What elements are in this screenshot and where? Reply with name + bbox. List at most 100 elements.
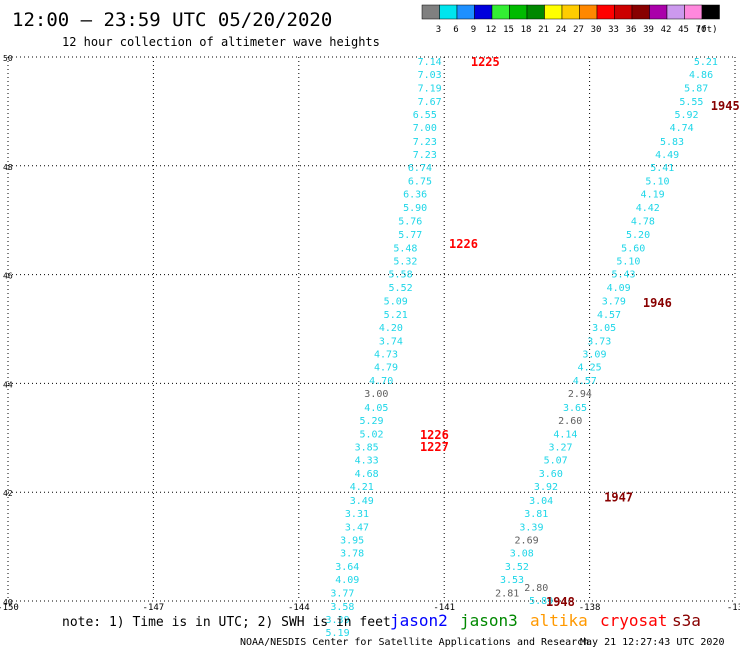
legend-swatch xyxy=(596,4,615,20)
swh-value: 3.27 xyxy=(548,443,572,454)
swh-value: 3.73 xyxy=(587,336,611,347)
swh-value: 7.19 xyxy=(418,83,442,94)
swh-value: 5.10 xyxy=(645,176,669,187)
y-tick-label: 48 xyxy=(3,163,13,172)
x-tick-label: -138 xyxy=(579,603,601,613)
swh-value: 5.10 xyxy=(616,256,640,267)
time-label: 1226 xyxy=(449,237,478,251)
swh-value: 5.43 xyxy=(611,270,635,281)
legend-swatch xyxy=(544,4,563,20)
swh-value: 3.95 xyxy=(340,536,364,547)
swh-value: 4.20 xyxy=(379,323,403,334)
chart-subtitle: 12 hour collection of altimeter wave hei… xyxy=(62,35,380,49)
x-tick-label: -13 xyxy=(727,603,740,613)
legend-swatch xyxy=(474,4,493,20)
legend-swatch xyxy=(579,4,598,20)
satellite-legend: jason2 jason3 altika cryosat s3a xyxy=(390,611,701,630)
time-label: 1225 xyxy=(471,55,500,69)
swh-value: 4.79 xyxy=(374,363,398,374)
legend-label: 70 xyxy=(696,25,707,35)
swh-value: 3.81 xyxy=(524,509,548,520)
swh-value: 5.52 xyxy=(389,283,413,294)
time-label: 1947 xyxy=(604,491,633,505)
x-tick-label: -141 xyxy=(433,603,455,613)
legend-label: 9 xyxy=(471,25,476,35)
chart-title: 12:00 — 23:59 UTC 05/20/2020 xyxy=(12,9,332,31)
legend-label: 18 xyxy=(521,25,532,35)
swh-value: 7.14 xyxy=(418,57,442,68)
legend-swatch xyxy=(701,4,720,20)
legend-label: 36 xyxy=(626,25,637,35)
swh-value: 3.64 xyxy=(335,562,359,573)
swh-value: 5.92 xyxy=(674,110,698,121)
swh-value: 5.02 xyxy=(359,429,383,440)
swh-value: 4.70 xyxy=(369,376,393,387)
swh-value: 4.33 xyxy=(355,456,379,467)
legend-unit: (ft) xyxy=(696,25,718,35)
wave-height-values: 7.14 7.03 7.19 7.67 6.55 7.00 7.23 7.23 6.74 6.75… xyxy=(326,57,718,639)
swh-value: 3.58 xyxy=(330,602,354,613)
swh-value: 3.31 xyxy=(345,509,369,520)
legend-label: 30 xyxy=(591,25,602,35)
legend-label: 12 xyxy=(486,25,497,35)
swh-value: 5.83 xyxy=(660,137,684,148)
swh-value: 5.48 xyxy=(393,243,417,254)
swh-value: 5.55 xyxy=(679,97,703,108)
legend-swatch xyxy=(614,4,633,20)
swh-value: 5.90 xyxy=(403,203,427,214)
swh-value: 4.74 xyxy=(670,123,694,134)
legend-label: 33 xyxy=(608,25,619,35)
color-scale-legend: 3 6 9 12 15 18 21 24 27 30 33 36 39 42 45 70(ft) xyxy=(421,4,720,35)
time-label: 1948 xyxy=(546,595,575,609)
x-tick-label: -144 xyxy=(288,603,310,613)
swh-value: 2.94 xyxy=(568,389,592,400)
swh-value: 6.75 xyxy=(408,176,432,187)
y-tick-label: 40 xyxy=(3,598,13,607)
time-label: 1946 xyxy=(643,296,672,310)
swh-value: 4.21 xyxy=(350,482,374,493)
legend-label: 24 xyxy=(556,25,567,35)
swh-value: 3.85 xyxy=(355,443,379,454)
footer-note: note: 1) Time is in UTC; 2) SWH is in fe… xyxy=(62,615,391,630)
swh-value: 6.74 xyxy=(408,163,432,174)
swh-value: 4.86 xyxy=(689,70,713,81)
y-tick-label: 46 xyxy=(3,272,13,281)
swh-value: 5.60 xyxy=(621,243,645,254)
swh-value: 4.57 xyxy=(573,376,597,387)
swh-value: 3.60 xyxy=(539,469,563,480)
legend-swatch xyxy=(631,4,650,20)
lat-lon-grid xyxy=(7,56,736,602)
legend-label: 27 xyxy=(573,25,584,35)
swh-value: 3.74 xyxy=(379,336,403,347)
swh-value: 3.00 xyxy=(364,389,388,400)
legend-swatch xyxy=(526,4,545,20)
legend-swatch xyxy=(666,4,685,20)
swh-value: 3.53 xyxy=(500,575,524,586)
swh-value: 7.67 xyxy=(418,97,442,108)
footer-credit: NOAA/NESDIS Center for Satellite Applica… xyxy=(240,637,589,648)
footer-timestamp: May 21 12:27:43 UTC 2020 xyxy=(580,637,725,648)
swh-value: 3.39 xyxy=(519,522,543,533)
legend-label: 3 xyxy=(436,25,441,35)
legend-swatch xyxy=(649,4,668,20)
swh-value: 4.78 xyxy=(631,217,655,228)
swh-value: 4.19 xyxy=(641,190,665,201)
legend-label: 6 xyxy=(453,25,458,35)
satellite-altika: altika xyxy=(530,611,588,630)
swh-value: 5.41 xyxy=(650,163,674,174)
swh-value: 7.00 xyxy=(413,123,437,134)
axis-tick-labels: -150 -147 -144 -141 -138 -13 40 42 44 46 48 50 xyxy=(0,54,740,613)
swh-value: 5.20 xyxy=(626,230,650,241)
swh-value: 5.29 xyxy=(359,416,383,427)
legend-label: 39 xyxy=(643,25,654,35)
legend-swatch xyxy=(439,4,458,20)
swh-value: 5.09 xyxy=(384,297,408,308)
swh-value: 3.79 xyxy=(602,297,626,308)
swh-value: 3.78 xyxy=(340,549,364,560)
swh-value: 5.58 xyxy=(389,270,413,281)
y-tick-label: 50 xyxy=(3,54,13,63)
swh-value: 3.08 xyxy=(510,549,534,560)
swh-value: 4.09 xyxy=(607,283,631,294)
